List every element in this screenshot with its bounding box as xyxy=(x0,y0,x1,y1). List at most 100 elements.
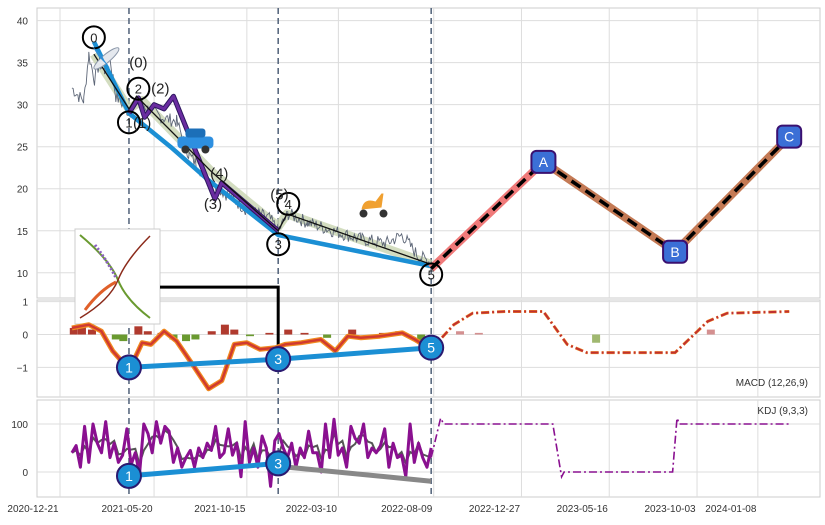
wave-label-text: 3 xyxy=(275,237,282,252)
projection-marker xyxy=(662,239,689,264)
y-tick-label: 40 xyxy=(17,17,29,28)
macd-histogram-bar xyxy=(300,332,309,335)
x-tick-label: 2022-08-09 xyxy=(381,504,433,515)
projection-label: B xyxy=(670,244,679,260)
macd-pivot-label: 5 xyxy=(427,340,435,356)
projection-label: A xyxy=(539,154,549,170)
kdj-pivot-marker xyxy=(265,450,292,477)
scooter-body xyxy=(361,193,384,210)
inset-thumbnail xyxy=(74,228,161,325)
y-tick-label: 20 xyxy=(17,185,29,196)
car-wheel xyxy=(201,145,210,154)
wave-label-5: 5 xyxy=(419,262,444,287)
y-tick-label: 25 xyxy=(17,143,29,154)
macd-histogram-bar xyxy=(220,324,229,335)
x-tick-label: 2022-12-27 xyxy=(469,504,521,515)
macd-pivot-marker xyxy=(418,334,445,361)
wave-label-2: 2 xyxy=(126,76,151,101)
macd-histogram-bar xyxy=(265,332,274,335)
macd-pivot-marker xyxy=(265,346,292,373)
macd-histogram-bar xyxy=(143,331,152,335)
macd-histogram-bar xyxy=(207,331,216,335)
kdj-pivot-1: 1 xyxy=(115,462,142,489)
sub-wave-label: (2) xyxy=(151,81,169,98)
wave-label-4: 4 xyxy=(276,191,301,216)
macd-histogram-bar xyxy=(77,324,86,335)
airplane-icon xyxy=(92,46,120,70)
macd-histogram-bar xyxy=(182,334,191,342)
car-cabin xyxy=(185,128,206,138)
purple-zigzag-line xyxy=(127,94,280,232)
airplane-body xyxy=(93,47,120,70)
car-body xyxy=(177,136,214,149)
scooter-wheel xyxy=(379,209,388,218)
projection-label: C xyxy=(784,129,794,145)
kdj-projection-line xyxy=(430,415,790,480)
kdj-y-tick-label: 100 xyxy=(11,420,28,431)
inset-curve xyxy=(83,280,117,311)
projection-marker xyxy=(530,149,557,174)
car-icon xyxy=(177,128,214,154)
inset-curve xyxy=(79,235,151,319)
macd-projection-line xyxy=(430,310,790,354)
sub-wave-label: (4) xyxy=(210,166,228,183)
wave-label-1: 1 xyxy=(116,110,141,135)
wave-label-text: 1 xyxy=(125,115,132,130)
wave-label-text: 2 xyxy=(135,82,142,97)
macd-y-tick-label: 1 xyxy=(22,298,28,309)
wave-label-text: 0 xyxy=(90,30,97,45)
wave-label-circle xyxy=(419,262,444,287)
macd-pivot-5: 5 xyxy=(418,334,445,361)
x-tick-label: 2023-05-16 xyxy=(557,504,609,515)
kdj-pivot-marker xyxy=(115,462,142,489)
macd-pivot-label: 1 xyxy=(125,359,133,375)
wave-label-circle xyxy=(116,110,141,135)
projection-marker xyxy=(776,124,803,149)
kdj-divergence-line xyxy=(128,460,279,479)
kdj-k-line xyxy=(70,417,433,488)
projection-point-B: B xyxy=(662,239,689,264)
scooter-wheel xyxy=(359,209,368,218)
macd-pivot-marker xyxy=(115,354,142,381)
scooter-icon xyxy=(359,193,388,218)
macd-histogram-bar xyxy=(134,326,143,335)
macd-pivot-1: 1 xyxy=(115,354,142,381)
x-tick-label: 2021-10-15 xyxy=(194,504,246,515)
blue-trend-line xyxy=(91,40,432,269)
wave-label-circle xyxy=(276,191,301,216)
projection-dash xyxy=(673,135,791,253)
macd-histogram-bar xyxy=(348,329,357,335)
inset-curve xyxy=(93,244,118,279)
wave-label-circle xyxy=(126,76,151,101)
macd-histogram-bar xyxy=(592,334,601,343)
wave-label-text: 4 xyxy=(285,197,292,212)
wave-label-3: 3 xyxy=(266,232,291,257)
x-tick-label: 2021-05-20 xyxy=(101,504,153,515)
projection-point-A: A xyxy=(530,149,557,174)
wave-label-text: 5 xyxy=(428,267,435,282)
x-tick-label: 2024-01-08 xyxy=(705,504,757,515)
macd-histogram-bar xyxy=(706,329,715,335)
kdj-y-tick-label: 0 xyxy=(22,468,28,479)
macd-histogram-bar xyxy=(323,334,332,338)
macd-histogram-bar xyxy=(111,334,120,340)
macd-label: MACD (12,26,9) xyxy=(736,378,808,389)
kdj-d-line xyxy=(71,428,432,468)
airplane-wing xyxy=(92,46,111,69)
car-wheel xyxy=(181,145,190,154)
macd-histogram-bar xyxy=(456,331,465,335)
sub-wave-label: (3) xyxy=(204,196,222,213)
y-tick-label: 35 xyxy=(17,59,29,70)
macd-histogram-bar xyxy=(417,334,426,342)
sub-wave-label: (5) xyxy=(270,187,288,204)
x-tick-label: 2023-10-03 xyxy=(644,504,696,515)
kdj-label: KDJ (9,3,3) xyxy=(757,406,808,417)
projection-dash xyxy=(542,160,677,254)
macd-pivot-label: 3 xyxy=(274,351,282,367)
macd-y-tick-label: −1 xyxy=(17,363,29,374)
projection-point-C: C xyxy=(776,124,803,149)
panel-frame xyxy=(36,7,821,299)
x-tick-label: 2020-12-21 xyxy=(7,504,59,515)
kdj-pivot-label: 1 xyxy=(125,468,133,484)
